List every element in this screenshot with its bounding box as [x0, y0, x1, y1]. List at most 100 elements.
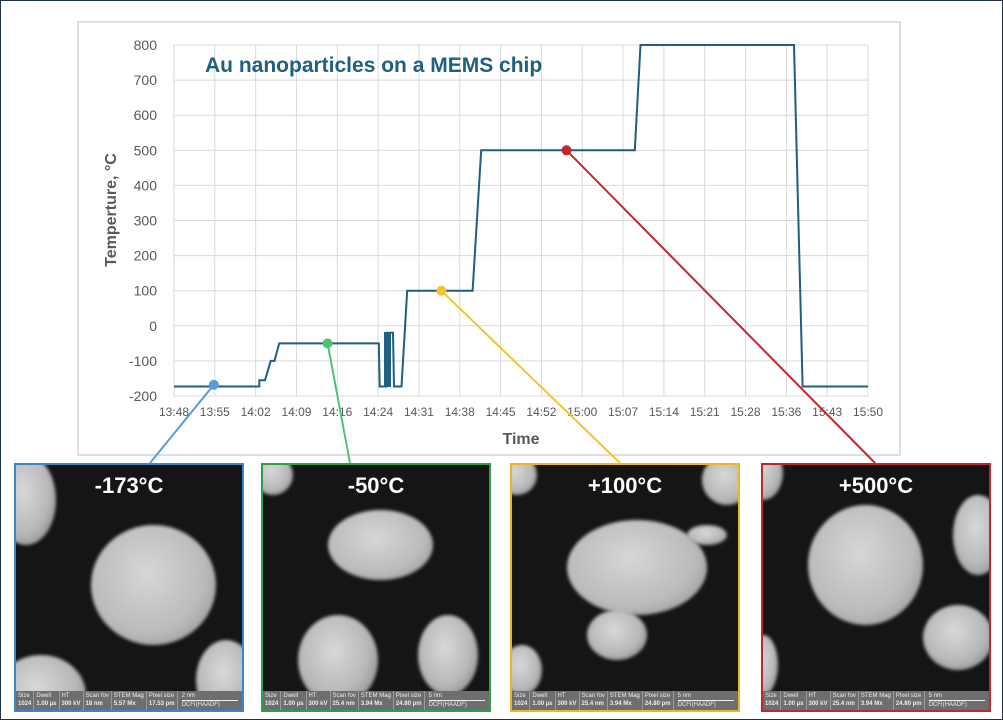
annotation-point: [208, 379, 219, 390]
y-tick-label: 0: [149, 318, 157, 334]
info-value: 300 kV: [557, 701, 577, 707]
y-tick-label: 700: [134, 72, 158, 88]
annotation-point: [561, 145, 572, 156]
x-tick-label: 13:48: [159, 405, 189, 419]
x-tick-label: 15:00: [567, 405, 597, 419]
y-tick-label: 300: [134, 213, 158, 229]
microscope-info-bar: Size 1024 Dwell 1.00 µs HT 300 kV Scan fov 25.4…: [763, 691, 989, 710]
info-label: Pixel size: [895, 693, 922, 699]
info-label: Pixel size: [395, 693, 422, 699]
info-value: 300 kV: [808, 701, 828, 707]
microscope-info-bar: Size 1024 Dwell 1.00 µs HT 300 kV Scan fov 25.4…: [512, 691, 738, 710]
callout-line: [326, 343, 351, 464]
info-value: 3.94 Mx: [609, 701, 632, 707]
info-label: Size: [765, 693, 777, 699]
chart-title: Au nanoparticles on a MEMS chip: [205, 54, 542, 77]
info-value: 3.94 Mx: [360, 701, 383, 707]
y-tick-label: -100: [129, 353, 157, 369]
scale-bar: 2 nm DCFI(HAADF): [178, 691, 242, 710]
annotation-point: [436, 285, 447, 296]
info-label: HT: [808, 693, 817, 699]
info-label: Scan fov: [581, 693, 605, 699]
info-size: Size 1024: [263, 691, 282, 710]
scale-length: 5 nm: [928, 692, 985, 701]
info-value: 1.00 µs: [283, 701, 304, 707]
nanoparticle: [763, 635, 778, 695]
info-label: Pixel size: [148, 693, 175, 699]
x-tick-label: 14:16: [322, 405, 352, 419]
info-dwell: Dwell 1.00 µs: [781, 691, 807, 710]
info-size: Size 1024: [763, 691, 782, 710]
info-label: HT: [61, 693, 70, 699]
info-dwell: Dwell 1.00 µs: [530, 691, 556, 710]
info-value: 24.80 pm: [895, 701, 922, 707]
stem-image-panel: +500°C Size 1024 Dwell 1.00 µs HT 300 kV Scan f…: [761, 463, 991, 712]
scale-length: 2 nm: [181, 692, 238, 701]
info-pix: Pixel size 24.80 pm: [643, 691, 674, 710]
info-pix: Pixel size 17.53 pm: [147, 691, 178, 710]
nanoparticle: [512, 645, 542, 695]
x-tick-label: 14:38: [445, 405, 475, 419]
annotation-point: [322, 338, 333, 349]
nanoparticle: [567, 520, 707, 615]
info-value: 1024: [514, 701, 528, 707]
scale-length: 5 nm: [428, 692, 485, 701]
scale-length: 5 nm: [677, 692, 734, 701]
scale-bar: 5 nm DCFI(HAADF): [425, 691, 489, 710]
info-value: 25.4 nm: [581, 701, 604, 707]
info-fov: Scan fov 25.4 nm: [331, 691, 359, 710]
x-tick-label: 14:52: [526, 405, 556, 419]
info-mag: STEM Mag 5.57 Mx: [112, 691, 147, 710]
info-label: STEM Mag: [113, 693, 144, 699]
info-label: Dwell: [783, 693, 799, 699]
info-value: 24.80 pm: [395, 701, 422, 707]
x-tick-label: 15:43: [812, 405, 842, 419]
temperature-oscillation-block: [384, 332, 391, 387]
y-tick-label: 800: [134, 37, 158, 53]
info-label: Size: [514, 693, 526, 699]
info-ht: HT 300 kV: [556, 691, 580, 710]
info-mag: STEM Mag 3.94 Mx: [359, 691, 394, 710]
info-mag: STEM Mag 3.94 Mx: [608, 691, 643, 710]
y-tick-label: 500: [134, 142, 158, 158]
info-value: 24.80 pm: [644, 701, 671, 707]
info-value: 5.57 Mx: [113, 701, 136, 707]
info-fov: Scan fov 25.4 nm: [580, 691, 608, 710]
info-value: 1024: [18, 701, 32, 707]
info-label: Dwell: [36, 693, 52, 699]
x-tick-label: 15:28: [731, 405, 761, 419]
panel-temperature-label: +100°C: [587, 473, 663, 498]
info-label: Scan fov: [332, 693, 356, 699]
x-tick-label: 14:09: [281, 405, 311, 419]
panel-temperature-label: +500°C: [838, 473, 914, 498]
info-label: HT: [308, 693, 317, 699]
x-axis-label: Time: [502, 431, 539, 448]
x-tick-label: 15:36: [771, 405, 801, 419]
nanoparticle: [418, 615, 478, 695]
info-fov: Scan fov 18 nm: [84, 691, 112, 710]
x-tick-label: 15:21: [690, 405, 720, 419]
info-label: Scan fov: [85, 693, 109, 699]
stem-image-panel: -50°C Size 1024 Dwell 1.00 µs HT 300 kV Scan fo…: [261, 463, 491, 712]
info-value: 18 nm: [85, 701, 103, 707]
x-tick-label: 15:07: [608, 405, 638, 419]
nanoparticle: [328, 510, 433, 580]
y-tick-label: 600: [134, 107, 158, 123]
y-tick-label: -200: [129, 388, 157, 404]
x-tick-label: 14:24: [363, 405, 393, 419]
nanoparticle: [808, 505, 923, 625]
info-value: 1024: [265, 701, 279, 707]
x-tick-label: 14:02: [241, 405, 271, 419]
callout-line: [149, 384, 215, 464]
panel-temperature-label: -50°C: [347, 473, 405, 498]
info-size: Size 1024: [16, 691, 35, 710]
info-value: 300 kV: [61, 701, 81, 707]
nanoparticle: [91, 525, 216, 645]
info-label: STEM Mag: [860, 693, 891, 699]
detector: DCFI(HAADF): [181, 702, 220, 708]
info-dwell: Dwell 1.00 µs: [34, 691, 60, 710]
scale-bar: 5 nm DCFI(HAADF): [674, 691, 738, 710]
x-tick-label: 15:14: [649, 405, 679, 419]
info-label: Dwell: [283, 693, 299, 699]
x-tick-label: 15:50: [853, 405, 883, 419]
